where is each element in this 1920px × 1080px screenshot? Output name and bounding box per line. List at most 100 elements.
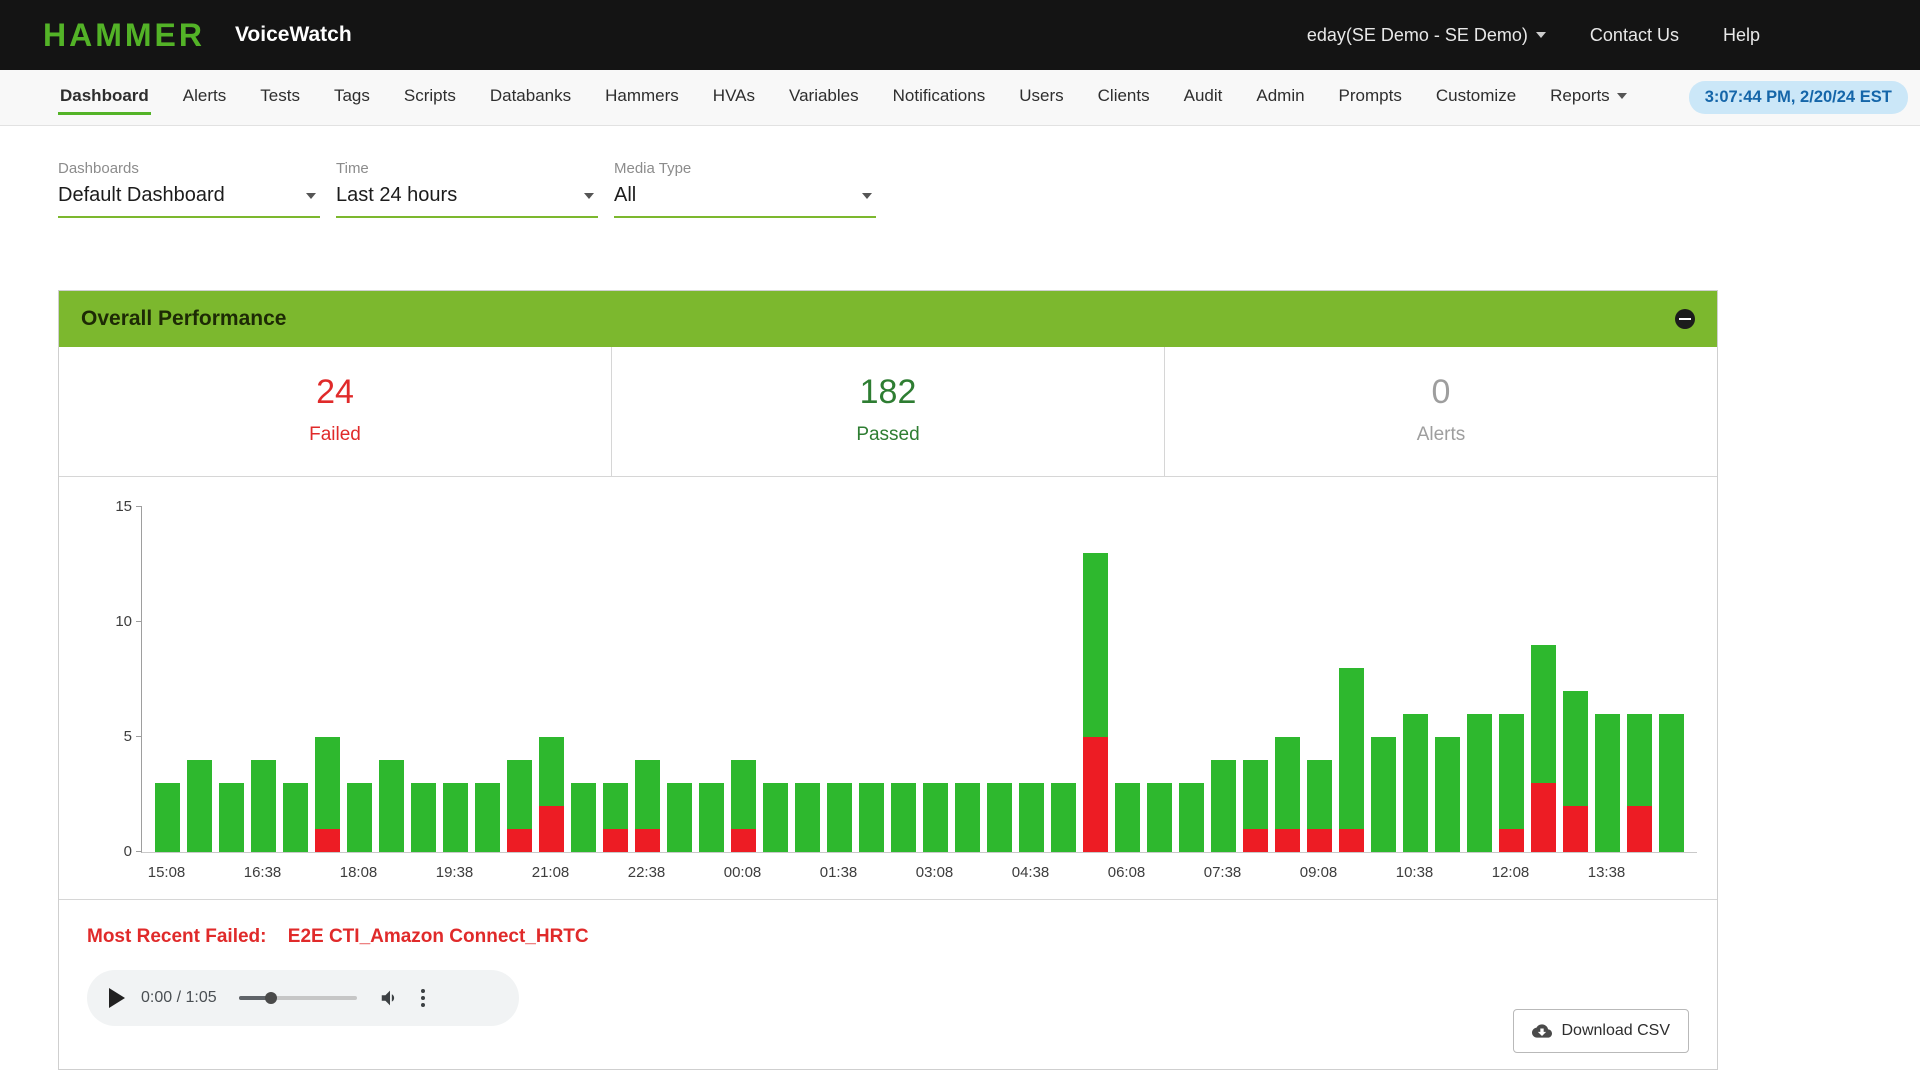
product-name: VoiceWatch xyxy=(234,23,352,46)
chart-bar xyxy=(443,783,468,852)
chart-bar xyxy=(1371,737,1396,852)
chart-bar xyxy=(763,783,788,852)
help-link[interactable]: Help xyxy=(1722,24,1760,45)
alerts-label: Alerts xyxy=(1416,424,1466,445)
nav-item-customize[interactable]: Customize xyxy=(1435,85,1517,105)
chart-bar xyxy=(1115,783,1140,852)
nav-item-hvas[interactable]: HVAs xyxy=(712,85,755,105)
nav-item-dashboard[interactable]: Dashboard xyxy=(58,81,151,115)
audio-seek-played xyxy=(238,996,271,1000)
time-select-label: Time xyxy=(336,160,369,177)
most-recent-failed-value: E2E CTI_Amazon Connect_HRTC xyxy=(287,926,589,947)
x-tick-label: 10:38 xyxy=(1395,864,1434,881)
audio-menu-icon[interactable] xyxy=(417,987,429,1009)
chart-bar xyxy=(1531,645,1556,852)
y-tick-label: 15 xyxy=(115,498,132,515)
chart-bar xyxy=(571,783,596,852)
stat: 0 Alerts xyxy=(1164,347,1717,476)
audio-seek-thumb[interactable] xyxy=(264,992,277,1004)
hammer-logo[interactable]: HAMMER xyxy=(43,17,205,53)
chevron-down-icon xyxy=(862,192,872,199)
chart-wrap: 0 5 10 15 15:08 16:38 18:08 19:38 21:08 22:38 00:… xyxy=(59,477,1717,899)
chart-bar xyxy=(1403,714,1428,852)
contact-us-link[interactable]: Contact Us xyxy=(1589,24,1679,45)
chart-bar xyxy=(315,737,340,852)
chart-bar xyxy=(251,760,276,852)
chart-bar xyxy=(603,783,628,852)
media-type-select[interactable]: Media Type All xyxy=(614,160,876,218)
chart-bar xyxy=(1083,553,1108,852)
audio-time: 0:00 / 1:05 xyxy=(141,989,217,1006)
alerts-count: 0 xyxy=(1431,373,1451,411)
chart-bar xyxy=(347,783,372,852)
clock-badge: 3:07:44 PM, 2/20/24 EST xyxy=(1688,81,1908,114)
collapse-icon[interactable] xyxy=(1675,309,1695,329)
performance-bar-chart: 0 5 10 15 15:08 16:38 18:08 19:38 21:08 22:38 00:… xyxy=(115,498,1697,893)
chart-bar xyxy=(891,783,916,852)
nav-item-audit[interactable]: Audit xyxy=(1183,85,1223,105)
header-right: eday(SE Demo - SE Demo) Contact Us Help xyxy=(1307,25,1760,46)
nav-item-databanks[interactable]: Databanks xyxy=(489,85,572,105)
most-recent-failed: Most Recent Failed: E2E CTI_Amazon Conne… xyxy=(87,926,1689,948)
x-tick-label: 01:38 xyxy=(819,864,858,881)
audio-seek-bar[interactable] xyxy=(238,992,357,1004)
chart-bar xyxy=(827,783,852,852)
x-tick-label: 12:08 xyxy=(1491,864,1530,881)
nav-item-alerts[interactable]: Alerts xyxy=(182,85,227,105)
chart-bar xyxy=(1435,737,1460,852)
chart-bar xyxy=(795,783,820,852)
dashboards-select-value: Default Dashboard xyxy=(58,184,225,206)
main-nav: Dashboard Alerts Tests Tags Scripts Data… xyxy=(0,70,1920,126)
y-tick-label: 5 xyxy=(123,728,132,745)
chart-bar xyxy=(187,760,212,852)
chart-bar xyxy=(667,783,692,852)
nav-item-variables[interactable]: Variables xyxy=(789,85,859,105)
download-csv-button[interactable]: Download CSV xyxy=(1512,1009,1689,1053)
nav-item-users[interactable]: Users xyxy=(1019,85,1064,105)
app-header: HAMMER VoiceWatch eday(SE Demo - SE Demo… xyxy=(0,0,1920,70)
time-select[interactable]: Time Last 24 hours xyxy=(336,160,598,218)
x-tick-label: 00:08 xyxy=(723,864,762,881)
cloud-download-icon xyxy=(1531,1021,1552,1041)
chart-bar xyxy=(539,737,564,852)
panel-title: Overall Performance xyxy=(81,307,287,330)
chart-bar xyxy=(859,783,884,852)
x-tick-label: 21:08 xyxy=(531,864,570,881)
nav-item-reports[interactable]: Reports xyxy=(1548,81,1629,115)
play-icon[interactable] xyxy=(109,988,125,1008)
chart-bar xyxy=(699,783,724,852)
chart-bar xyxy=(219,783,244,852)
volume-icon[interactable] xyxy=(379,987,401,1009)
nav-item-hammers[interactable]: Hammers xyxy=(605,85,679,105)
nav-item-prompts[interactable]: Prompts xyxy=(1338,85,1402,105)
stats-row: 24 Failed 182 Passed 0 Alerts xyxy=(59,347,1717,477)
x-tick-label: 04:38 xyxy=(1011,864,1050,881)
audio-player[interactable]: 0:00 / 1:05 xyxy=(87,970,519,1026)
y-tick-label: 0 xyxy=(123,843,132,860)
nav-item-tags[interactable]: Tags xyxy=(333,85,370,105)
dashboards-select[interactable]: Dashboards Default Dashboard xyxy=(58,160,320,218)
x-tick-label: 09:08 xyxy=(1299,864,1338,881)
chart-plot: 0 5 10 15 xyxy=(115,498,1697,860)
chart-bar xyxy=(475,783,500,852)
chevron-down-icon xyxy=(306,192,316,199)
dashboards-select-label: Dashboards xyxy=(58,160,139,177)
nav-item-admin[interactable]: Admin xyxy=(1256,85,1305,105)
nav-item-clients[interactable]: Clients xyxy=(1097,85,1150,105)
y-tick-label: 10 xyxy=(115,613,132,630)
chart-bar xyxy=(411,783,436,852)
nav-item-tests[interactable]: Tests xyxy=(260,85,300,105)
chart-bar xyxy=(1627,714,1652,852)
chart-bar xyxy=(1339,668,1364,852)
nav-item-notifications[interactable]: Notifications xyxy=(892,85,986,105)
nav-item-scripts[interactable]: Scripts xyxy=(403,85,456,105)
media-type-select-value: All xyxy=(614,184,637,206)
stat: 182 Passed xyxy=(611,347,1164,476)
chart-bar xyxy=(1051,783,1076,852)
chart-bar xyxy=(1147,783,1172,852)
chart-bar xyxy=(923,783,948,852)
user-menu[interactable]: eday(SE Demo - SE Demo) xyxy=(1307,25,1546,46)
x-tick-label: 15:08 xyxy=(147,864,186,881)
chart-bar xyxy=(507,760,532,852)
chart-bar xyxy=(1499,714,1524,852)
